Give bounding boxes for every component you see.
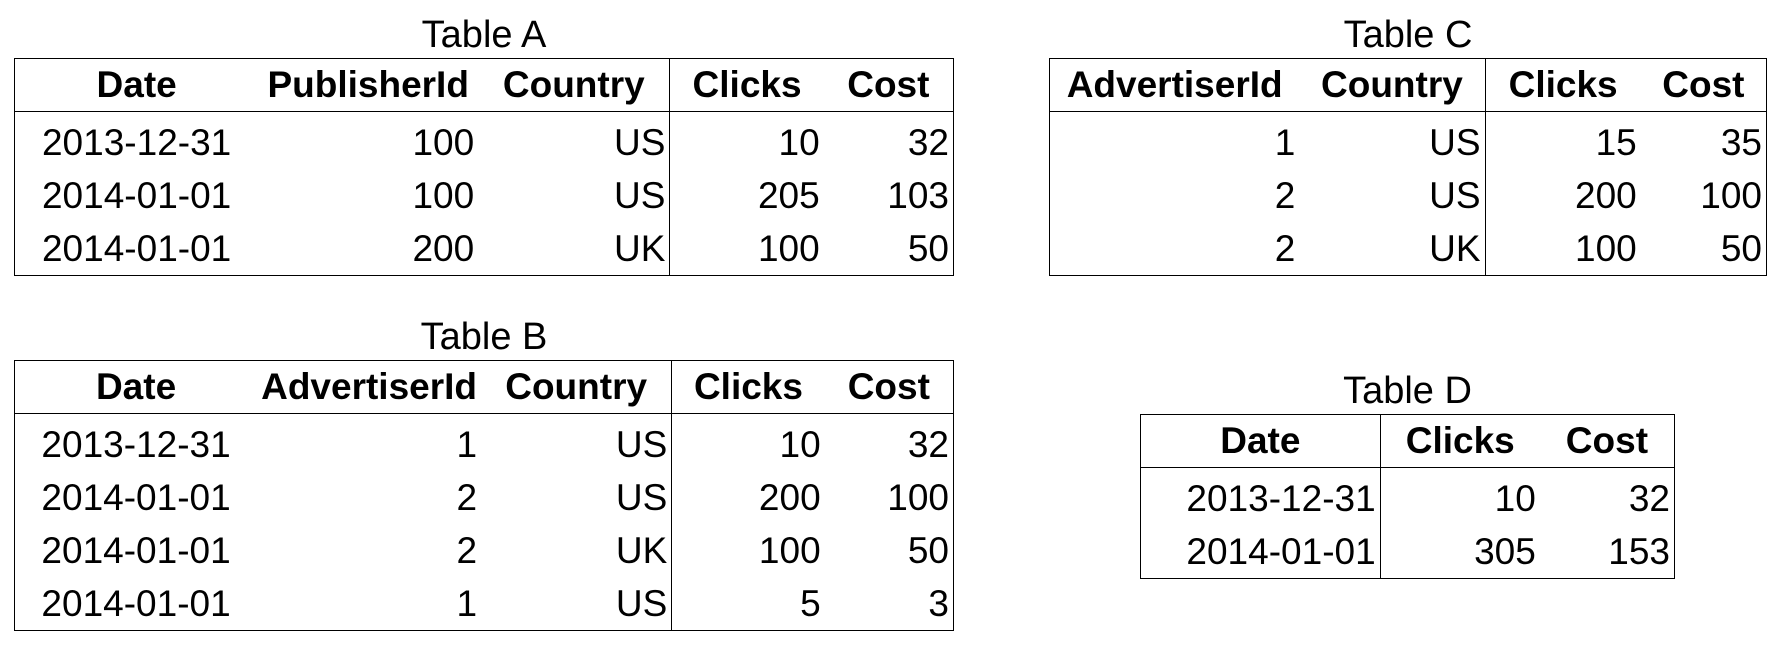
table-cell: 2 [456, 476, 478, 518]
table-c-header-clicks: Clicks [1484, 58, 1641, 112]
table-row: 2 US 200 100 [1050, 169, 1767, 222]
table-row: 2 UK 100 50 [1050, 222, 1767, 276]
table-row: 2014-01-01 305 153 [1141, 525, 1675, 579]
table-cell: 200 [412, 227, 475, 269]
table-b: Date AdvertiserId Country Clicks Cost 20… [14, 360, 954, 631]
table-d: Date Clicks Cost 2013-12-31 10 32 2014-0… [1140, 414, 1675, 579]
table-d-header-row: Date Clicks Cost [1140, 414, 1675, 468]
table-b-block: Table B Date AdvertiserId Country Clicks… [14, 318, 954, 631]
table-cell: US [614, 121, 666, 163]
table-cell: US [615, 423, 668, 465]
table-b-header-country: Country [481, 360, 672, 414]
table-cell: UK [615, 529, 668, 571]
table-row: 1 US 15 35 [1050, 111, 1767, 169]
table-c-title: Table C [1343, 14, 1473, 56]
table-cell: 2 [1274, 174, 1296, 216]
table-cell: US [615, 476, 668, 518]
table-cell: 10 [1379, 467, 1540, 525]
table-cell: 2014-01-01 [41, 582, 231, 624]
table-cell: UK [1429, 227, 1481, 269]
table-c: AdvertiserId Country Clicks Cost 1 US 15… [1049, 58, 1767, 276]
table-cell: 2013-12-31 [1186, 477, 1376, 519]
table-b-header-advertiserid: AdvertiserId [257, 360, 482, 414]
table-cell: 100 [412, 174, 475, 216]
table-cell: 50 [907, 227, 949, 269]
table-a-header-publisherid: PublisherId [258, 58, 479, 112]
table-cell: UK [614, 227, 666, 269]
table-cell: US [615, 582, 668, 624]
table-d-header-cost: Cost [1539, 414, 1675, 468]
table-cell: 103 [887, 174, 949, 216]
table-cell: 100 [669, 222, 824, 276]
table-cell: US [1429, 174, 1481, 216]
table-row: 2013-12-31 10 32 [1141, 467, 1675, 525]
table-cell: 2013-12-31 [41, 423, 231, 465]
table-cell: 2 [456, 529, 478, 571]
table-cell: 1 [456, 423, 478, 465]
table-cell: 305 [1379, 525, 1540, 579]
table-row: 2014-01-01 100 US 205 103 [15, 169, 954, 222]
table-row: 2014-01-01 2 UK 100 50 [15, 524, 954, 577]
table-c-block: Table C AdvertiserId Country Clicks Cost… [1049, 16, 1767, 276]
table-b-title: Table B [420, 316, 548, 358]
table-a-title: Table A [421, 14, 547, 56]
table-row: 2014-01-01 200 UK 100 50 [15, 222, 954, 276]
table-cell: 35 [1720, 121, 1762, 163]
table-cell: 50 [1720, 227, 1762, 269]
table-row: 2014-01-01 1 US 5 3 [15, 577, 954, 631]
table-a-header-clicks: Clicks [669, 58, 824, 112]
table-cell: 200 [671, 471, 825, 524]
table-cell: 100 [887, 476, 949, 518]
table-cell: 50 [907, 529, 949, 571]
table-cell: 1 [1274, 121, 1296, 163]
table-a-header-row: Date PublisherId Country Clicks Cost [14, 58, 954, 112]
table-b-header-clicks: Clicks [671, 360, 825, 414]
table-cell: 15 [1484, 111, 1641, 169]
table-a-header-country: Country [478, 58, 670, 112]
table-row: 2013-12-31 100 US 10 32 [15, 111, 954, 169]
table-cell: 5 [671, 577, 825, 631]
table-cell: 2014-01-01 [41, 529, 231, 571]
table-b-header-cost: Cost [824, 360, 954, 414]
table-cell: 100 [1700, 174, 1762, 216]
table-cell: 100 [1484, 222, 1641, 276]
table-row: 2014-01-01 2 US 200 100 [15, 471, 954, 524]
table-c-header-country: Country [1299, 58, 1486, 112]
table-cell: 205 [669, 169, 824, 222]
table-cell: 32 [1628, 477, 1670, 519]
table-cell: 1 [456, 582, 478, 624]
table-d-header-date: Date [1140, 414, 1381, 468]
table-a-header-date: Date [14, 58, 259, 112]
table-cell: 2013-12-31 [41, 121, 232, 163]
table-cell: 2014-01-01 [41, 174, 232, 216]
table-d-block: Table D Date Clicks Cost 2013-12-31 10 3… [1140, 372, 1675, 579]
table-cell: US [1429, 121, 1481, 163]
table-cell: 100 [671, 524, 825, 577]
table-cell: 100 [412, 121, 475, 163]
table-cell: 32 [907, 121, 949, 163]
table-cell: 2014-01-01 [41, 476, 231, 518]
table-a: Date PublisherId Country Clicks Cost 201… [14, 58, 954, 276]
table-cell: 2014-01-01 [1186, 530, 1376, 572]
table-d-header-clicks: Clicks [1379, 414, 1540, 468]
table-c-header-advertiserid: AdvertiserId [1049, 58, 1300, 112]
table-cell: 200 [1484, 169, 1641, 222]
table-cell: 153 [1608, 530, 1670, 572]
table-cell: 2014-01-01 [41, 227, 232, 269]
table-c-header-cost: Cost [1640, 58, 1767, 112]
table-cell: 3 [928, 582, 949, 624]
table-c-header-row: AdvertiserId Country Clicks Cost [1049, 58, 1767, 112]
table-cell: 10 [669, 111, 824, 169]
table-a-block: Table A Date PublisherId Country Clicks … [14, 16, 954, 276]
table-a-header-cost: Cost [823, 58, 954, 112]
table-cell: US [614, 174, 666, 216]
table-cell: 2 [1274, 227, 1296, 269]
table-row: 2013-12-31 1 US 10 32 [15, 413, 954, 471]
table-d-title: Table D [1343, 370, 1472, 412]
table-cell: 10 [671, 413, 825, 471]
table-b-header-row: Date AdvertiserId Country Clicks Cost [14, 360, 954, 414]
table-b-header-date: Date [14, 360, 258, 414]
table-cell: 32 [907, 423, 949, 465]
